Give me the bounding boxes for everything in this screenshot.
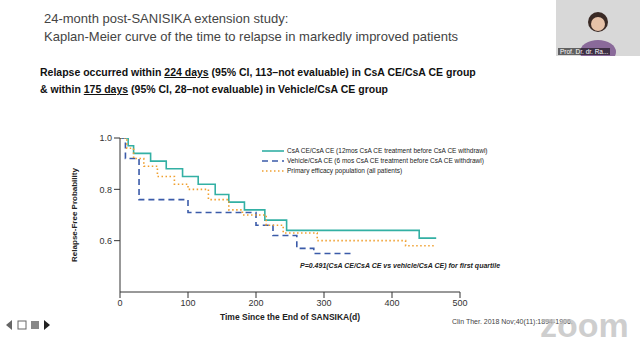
html-text:24-month post-SANISIKA extensi: 24-month post-SANISIKA extension study:	[44, 11, 289, 26]
svg-text:500: 500	[452, 298, 467, 308]
svg-text:Time Since the End of SANSIKA(: Time Since the End of SANSIKA(d)	[220, 312, 360, 322]
svg-text:200: 200	[248, 298, 263, 308]
svg-text:0: 0	[117, 298, 122, 308]
svg-text:100: 100	[180, 298, 195, 308]
svg-text:300: 300	[316, 298, 331, 308]
html-text:zoom: zoom	[540, 306, 629, 344]
svg-text:0.6: 0.6	[99, 236, 112, 246]
svg-text:1.0: 1.0	[99, 133, 112, 143]
html-text:Clin Ther. 2018 Nov;40(11):189: Clin Ther. 2018 Nov;40(11):1894-1906.	[452, 318, 573, 325]
html-text:Relapse occurred within 224 da: Relapse occurred within 224 days (95% CI…	[40, 66, 476, 78]
svg-text:0.8: 0.8	[99, 185, 112, 195]
html-text:Vehicle/CsA CE (6 mos CsA CE t: Vehicle/CsA CE (6 mos CsA CE treatment b…	[287, 157, 484, 164]
svg-text:400: 400	[384, 298, 399, 308]
html-text:Prof. Dr. dr. Ra...: Prof. Dr. dr. Ra...	[560, 48, 609, 55]
html-text:CsA CE/CsA CE (12mos CsA CE tr: CsA CE/CsA CE (12mos CsA CE treatment be…	[287, 147, 488, 154]
html-text:Primary efficacy population (a: Primary efficacy population (all patient…	[287, 167, 403, 174]
html-text:& within 175 days (95% CI, 28–: & within 175 days (95% CI, 28–not evalua…	[40, 83, 388, 95]
svg-text:Relapse-Free Probability: Relapse-Free Probability	[70, 168, 79, 262]
html-text:Kaplan-Meier curve of the time: Kaplan-Meier curve of the time to relaps…	[44, 29, 458, 44]
html-text:P=0.491(CsA CE/CsA CE vs vehic: P=0.491(CsA CE/CsA CE vs vehicle/CsA CE)…	[300, 262, 501, 269]
